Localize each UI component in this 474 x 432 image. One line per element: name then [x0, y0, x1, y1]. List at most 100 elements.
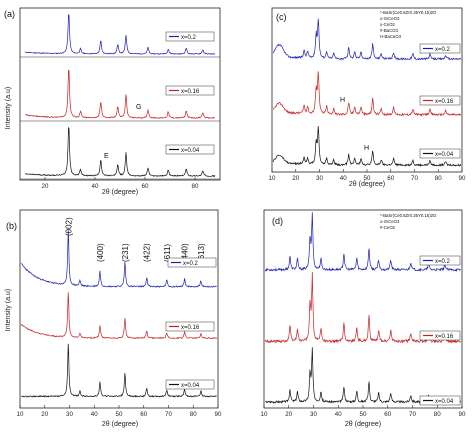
panel-c-frame [271, 7, 463, 173]
panel-b-series-x=0.16 [20, 292, 218, 340]
panel-c-annotation-h2: H [364, 145, 369, 152]
panel-b-frame [19, 209, 219, 409]
panel-b-legend-1-label: x=0.16 [181, 325, 200, 331]
panel-c-key-5: H-BaCeO3 [380, 34, 402, 39]
panel-d-key-1: *-BaSr(Ce0.5Zr0.35Y0.15)2O [380, 213, 437, 218]
panel-d-legend-2-label: x=0.04 [435, 399, 454, 405]
panel-b-legend-0-box [167, 257, 217, 268]
panel-a-xtick-label-80: 80 [192, 183, 199, 190]
panel-c-legend-1-box [419, 95, 461, 106]
panel-c-series-x=0.04 [272, 125, 462, 168]
panel-a-legend-2-label: x=0.04 [181, 148, 200, 154]
panel-c-xlabel: 2θ (degree) [349, 181, 385, 188]
panel-c-legend-1-label: x=0.16 [435, 99, 454, 105]
panel-c-series-x=0.16 [272, 71, 462, 117]
panel-b-xlabel: 2θ (degree) [102, 421, 138, 428]
panel-c-xtick-label-30: 30 [316, 175, 323, 182]
panel-a-legend-2-box [165, 144, 215, 155]
panel-b-xtick-label-70: 70 [165, 411, 172, 418]
panel-b-label: (b) [6, 221, 17, 231]
panel-d-legend-2-box [419, 395, 461, 406]
panel-a-xtick-label-40: 40 [92, 183, 99, 190]
panel-d-xtick-label-70: 70 [409, 411, 416, 418]
panel-b-series-x=0.2 [20, 230, 217, 288]
panel-d: (d) 2θ (degree) *-BaSr(Ce0.5Zr0.35Y0.15)… [261, 209, 466, 428]
panel-c-key-2: o-SrCeO3 [380, 16, 400, 21]
panel-d-xtick-label-90: 90 [459, 411, 466, 418]
panel-d-xtick-label-50: 50 [360, 411, 367, 418]
panel-d-xlabel: 2θ (degree) [345, 421, 381, 428]
panel-b-legend-0-label: x=0.2 [183, 261, 199, 267]
panel-c-key-4: #-BaCO3 [380, 28, 399, 33]
panel-a-annotation-g: G [136, 104, 141, 111]
panel-d-key-3: #-CeO2 [380, 225, 396, 230]
panel-c-legend-2-label: x=0.04 [435, 152, 454, 158]
panel-b-xtick-label-10: 10 [17, 411, 24, 418]
panel-b-series-x=0.04 [21, 343, 217, 398]
panel-d-xtick-label-80: 80 [434, 411, 441, 418]
panel-b-hkl-1: (400) [96, 243, 105, 262]
panel-c: (c) 2θ (degree) *-BaSr(Ce0.5Zr0.35Y0.15)… [269, 7, 466, 188]
panel-b-legend-1-box [165, 321, 215, 332]
panel-c-xtick-label-90: 90 [459, 175, 466, 182]
panel-b-hkl-3: (422) [143, 243, 152, 262]
panel-d-xtick-label-60: 60 [384, 411, 391, 418]
panel-a-xtick-label-20: 20 [42, 183, 49, 190]
panel-b-ylabel: Intensity (a.u) [5, 289, 12, 331]
panel-b-hkl-4: (611) [163, 244, 172, 262]
panel-d-key-2: o-SrCeO3 [380, 219, 400, 224]
panel-a-annotation-e: E [104, 153, 109, 160]
panel-d-xtick-label-20: 20 [285, 411, 292, 418]
panel-c-series-x=0.2 [272, 18, 462, 61]
panel-d-frame [263, 209, 463, 409]
panel-c-key-1: *-BaSr(Ce0.5Zr0.35Y0.15)2O [380, 10, 437, 15]
panel-b-legend-2-label: x=0.04 [181, 383, 200, 389]
panel-b-legend-2-box [165, 379, 215, 390]
panel-b-xtick-label-60: 60 [140, 411, 147, 418]
panel-b-xtick-label-80: 80 [190, 411, 197, 418]
panel-a-legend-1-label: x=0.16 [181, 89, 200, 95]
panel-b-xtick-label-50: 50 [116, 411, 123, 418]
panel-a: (a) Intensity (a.u) 2θ (degree) G E 20 40… [4, 7, 221, 196]
panel-a-legend-0-box [165, 31, 215, 42]
panel-b-xtick-label-40: 40 [91, 411, 98, 418]
panel-d-xtick-label-30: 30 [310, 411, 317, 418]
panel-d-legend-0-box [419, 255, 461, 266]
panel-b-xtick-label-30: 30 [66, 411, 73, 418]
panel-d-legend-0-label: x=0.2 [435, 259, 451, 265]
panel-b-hkl-5: (440) [181, 243, 190, 262]
panel-c-xtick-label-40: 40 [340, 175, 347, 182]
panel-a-series-x=0.04 [24, 126, 216, 178]
panel-a-ylabel: Intensity (a.u) [5, 87, 12, 129]
panel-c-legend-2-box [419, 148, 461, 159]
panel-a-label: (a) [4, 9, 15, 19]
panel-c-xtick-label-60: 60 [387, 175, 394, 182]
panel-c-annotation-h1: H [340, 97, 345, 104]
panel-b-hkl-6: (613) [197, 243, 206, 262]
panel-a-series-x=0.16 [24, 69, 216, 119]
panel-a-series-x=0.2 [24, 14, 216, 55]
panel-d-label: (d) [272, 216, 283, 226]
panel-c-legend-0-label: x=0.2 [435, 47, 451, 53]
panel-a-legend-0-label: x=0.2 [181, 35, 197, 41]
panel-c-label: (c) [276, 12, 287, 22]
panel-c-xtick-label-20: 20 [292, 175, 299, 182]
panel-c-xtick-label-10: 10 [269, 175, 276, 182]
panel-b-hkl-0: (002) [64, 217, 73, 236]
panel-d-xtick-label-40: 40 [335, 411, 342, 418]
panel-a-xlabel: 2θ (degree) [102, 189, 138, 196]
panel-a-xtick-label-60: 60 [142, 183, 149, 190]
panel-c-legend-0-box [419, 43, 461, 54]
panel-b: (b) Intensity (a.u) 2θ (degree) 10 20 30 40… [5, 209, 222, 428]
panel-b-xtick-label-20: 20 [41, 411, 48, 418]
panel-d-legend-1-box [419, 330, 461, 341]
panel-d-legend-1-label: x=0.16 [435, 334, 454, 340]
panel-b-xtick-label-90: 90 [215, 411, 222, 418]
panel-c-xtick-label-80: 80 [435, 175, 442, 182]
panel-c-key-3: x-CeO2 [380, 22, 395, 27]
panel-d-xtick-label-10: 10 [261, 411, 268, 418]
panel-a-legend-1-box [165, 85, 215, 96]
panel-c-xtick-label-70: 70 [411, 175, 418, 182]
panel-b-hkl-2: (231) [121, 243, 130, 262]
